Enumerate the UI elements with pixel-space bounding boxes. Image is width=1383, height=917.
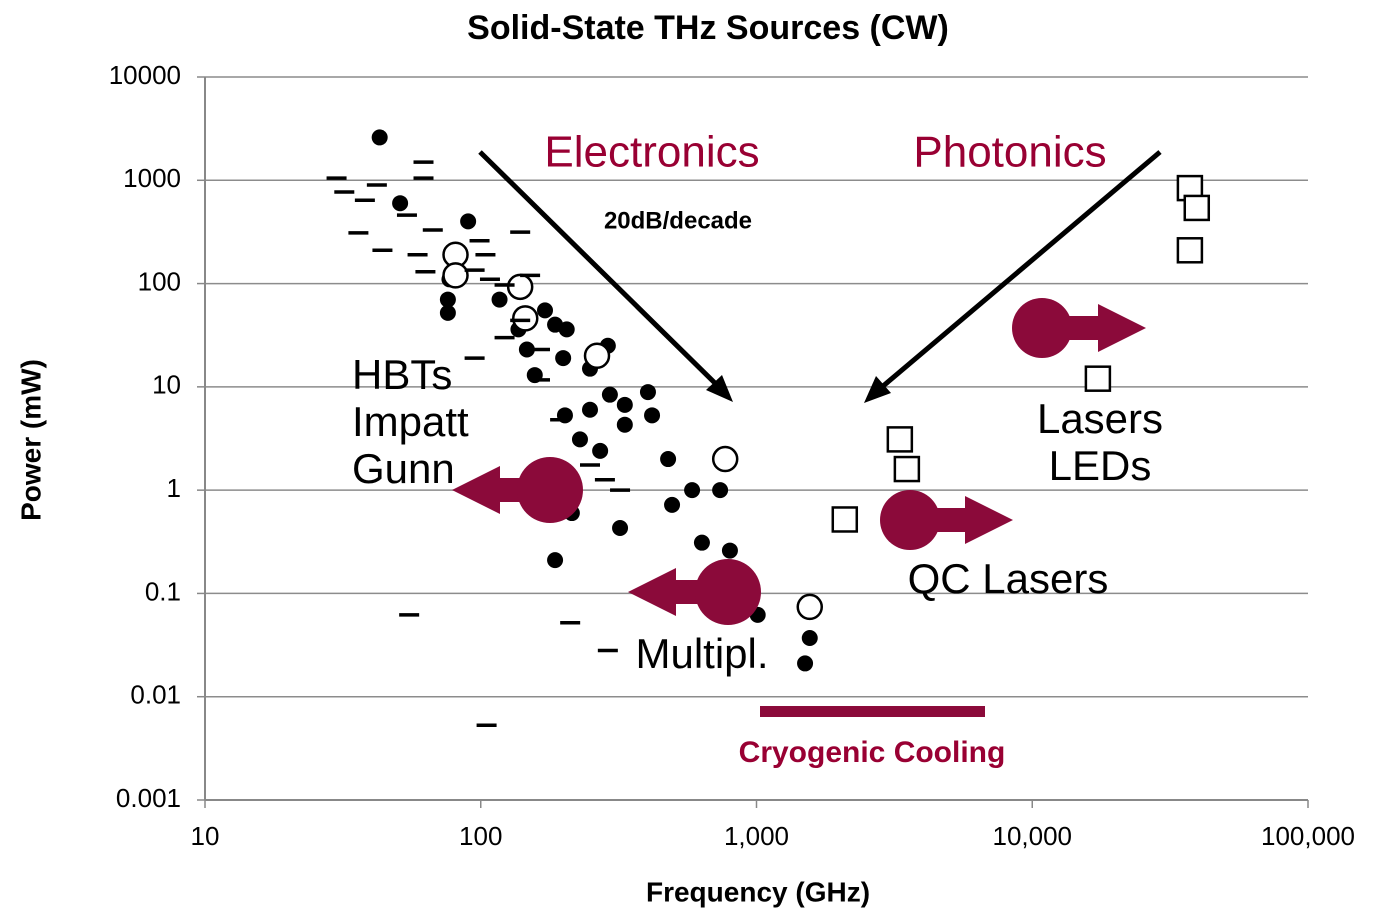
annotation: Electronics [544, 128, 759, 177]
point [439, 304, 456, 321]
y-tick-label: 1000 [123, 163, 181, 193]
x-tick-label: 10 [191, 821, 220, 851]
point [893, 455, 921, 483]
grid: 0.001 0.01 0.1 1 10 100 1000 10000 10 100 1,000 10,… [109, 60, 1355, 851]
annotation: Gunn [352, 445, 455, 492]
arrow-head [706, 375, 733, 402]
point [1176, 237, 1204, 264]
point [1084, 365, 1112, 392]
point [518, 341, 535, 358]
annotation: Impatt [352, 398, 469, 445]
annotation: QC Lasers [908, 555, 1109, 602]
point [801, 630, 818, 647]
point [644, 407, 661, 424]
point [660, 451, 677, 468]
point [439, 291, 456, 308]
point [886, 426, 914, 453]
point [558, 321, 575, 338]
annotation: Lasers [1037, 395, 1163, 442]
point [460, 213, 477, 230]
point [1183, 194, 1211, 222]
overlay: Electronics Photonics 20dB/decade HBTs I… [352, 128, 1163, 769]
point [639, 384, 656, 401]
point [712, 482, 729, 499]
y-tick-label: 1 [167, 473, 181, 503]
point [371, 129, 388, 146]
point [664, 496, 681, 513]
point [547, 552, 564, 569]
point [616, 416, 633, 433]
x-tick-label: 100,000 [1261, 821, 1355, 851]
x-tick-label: 10,000 [992, 821, 1072, 851]
y-axis-label: Power (mW) [15, 359, 46, 521]
point [616, 396, 633, 413]
y-tick-label: 0.001 [116, 783, 181, 813]
point [612, 520, 629, 537]
point [831, 506, 859, 533]
arrow-head [864, 376, 891, 403]
ball-arrow [452, 457, 583, 523]
point [721, 542, 738, 559]
x-tick-label: 100 [459, 821, 502, 851]
annotation: Photonics [913, 128, 1106, 177]
point [684, 482, 701, 499]
y-tick-label: 10 [152, 370, 181, 400]
point [506, 273, 534, 301]
y-tick-label: 0.1 [145, 576, 181, 606]
point [693, 534, 710, 551]
marks [326, 129, 1211, 727]
annotation: LEDs [1049, 442, 1152, 489]
point [511, 305, 539, 332]
point [582, 401, 599, 418]
y-tick-label: 100 [138, 266, 181, 296]
photonics-arrow [874, 150, 1162, 394]
point [583, 342, 611, 370]
point [392, 195, 409, 212]
point [536, 302, 553, 319]
ball-arrow [628, 559, 761, 625]
electronics-arrow [478, 150, 724, 392]
cryogenic-bar [760, 706, 985, 717]
point [601, 386, 618, 403]
annotation: Cryogenic Cooling [739, 736, 1006, 769]
y-tick-label: 0.01 [130, 680, 181, 710]
annotation: HBTs [352, 351, 452, 398]
chart-title: Solid-State THz Sources (CW) [467, 9, 949, 47]
ball-arrow [1012, 298, 1146, 358]
point [711, 445, 739, 473]
y-tick-label: 10000 [109, 60, 181, 90]
ball-arrow [880, 490, 1013, 550]
point [442, 262, 469, 289]
point [592, 442, 609, 459]
point [796, 593, 824, 621]
point [555, 350, 572, 367]
x-tick-label: 1,000 [724, 821, 789, 851]
point [571, 431, 588, 448]
point [797, 655, 814, 672]
point [491, 291, 508, 308]
x-axis-label: Frequency (GHz) [646, 876, 870, 907]
annotation: Multipl. [635, 630, 768, 677]
annotation: 20dB/decade [604, 207, 752, 234]
